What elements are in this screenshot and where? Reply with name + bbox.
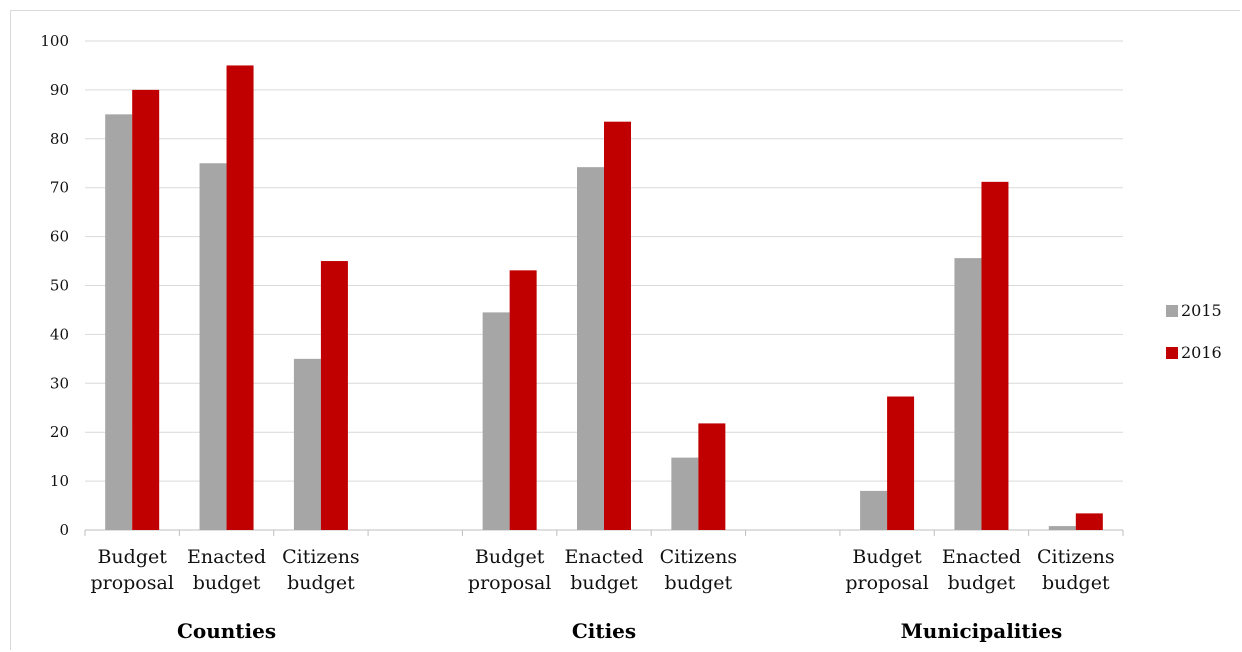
category-label: budget (1042, 572, 1110, 594)
y-tick-label: 70 (50, 179, 69, 197)
category-label: proposal (468, 572, 551, 594)
y-tick-label: 10 (50, 472, 69, 490)
group-label-cities: Cities (572, 619, 636, 643)
bar-2015-10 (1048, 526, 1076, 530)
y-tick-label: 0 (59, 521, 69, 539)
y-tick-label: 80 (50, 130, 69, 148)
category-label: budget (665, 572, 733, 594)
category-label: budget (287, 572, 355, 594)
bar-2015-9 (954, 258, 982, 530)
bar-2015-8 (860, 490, 888, 530)
y-tick-label: 20 (50, 423, 69, 441)
group-label-counties: Counties (177, 619, 276, 643)
category-label: Budget (475, 546, 545, 568)
y-tick-label: 40 (50, 325, 69, 343)
bar-2015-5 (577, 167, 604, 531)
category-label: Enacted (187, 546, 266, 568)
category-label: proposal (845, 572, 928, 594)
bar-2015-6 (671, 457, 699, 530)
y-tick-label: 30 (50, 374, 69, 392)
legend-swatch-2015 (1166, 305, 1178, 317)
category-label: proposal (90, 572, 173, 594)
y-tick-label: 100 (40, 32, 69, 50)
bar-2016-6 (698, 423, 726, 530)
bar-2016-9 (981, 181, 1009, 530)
category-label: Budget (97, 546, 167, 568)
legend-swatch-2016 (1166, 347, 1178, 359)
category-label: Budget (852, 546, 922, 568)
bar-2015-4 (482, 312, 510, 530)
category-label: Citizens (660, 546, 738, 568)
category-label: Enacted (942, 546, 1021, 568)
category-label: Citizens (282, 546, 360, 568)
bar-2016-8 (887, 396, 915, 530)
y-tick-label: 60 (50, 228, 69, 246)
category-label: Enacted (564, 546, 643, 568)
bar-2016-0 (132, 89, 160, 531)
bar-2016-2 (320, 261, 348, 530)
category-label: budget (948, 572, 1016, 594)
bar-2016-10 (1075, 513, 1103, 530)
group-label-municipalities: Municipalities (901, 619, 1063, 643)
bar-2015-0 (105, 114, 133, 530)
category-label: budget (570, 572, 638, 594)
bar-2016-5 (604, 121, 631, 530)
y-tick-label: 50 (50, 277, 69, 295)
category-label: budget (193, 572, 261, 594)
bar-2016-1 (226, 65, 254, 530)
y-tick-label: 90 (50, 81, 69, 99)
bar-2015-1 (199, 163, 227, 530)
legend-label-2016: 2016 (1181, 343, 1222, 362)
category-label: Citizens (1037, 546, 1115, 568)
bar-2016-4 (509, 270, 537, 530)
bar-2015-2 (293, 358, 321, 530)
legend-label-2015: 2015 (1181, 301, 1222, 320)
